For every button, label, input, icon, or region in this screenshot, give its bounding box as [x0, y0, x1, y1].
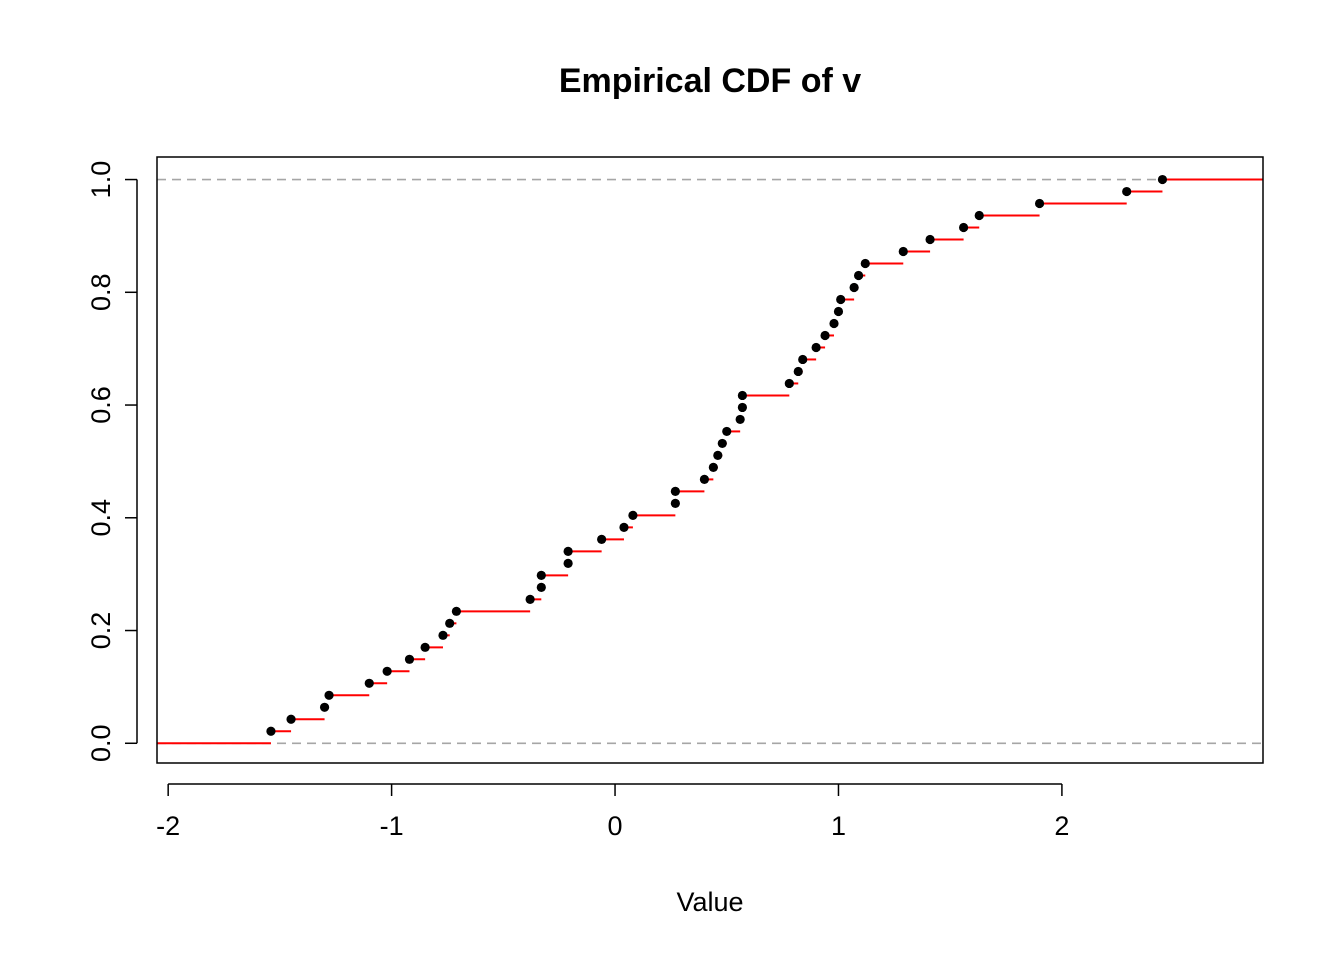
data-points — [266, 174, 1168, 736]
data-point — [784, 378, 794, 389]
data-point — [735, 414, 745, 425]
data-point — [898, 246, 908, 257]
data-point — [793, 366, 803, 377]
data-point — [925, 234, 935, 245]
data-point — [958, 222, 969, 233]
data-point — [833, 306, 844, 317]
data-point — [438, 630, 448, 640]
x-tick-label: 1 — [831, 811, 846, 841]
data-point — [670, 486, 680, 496]
x-tick-label: 2 — [1054, 811, 1069, 841]
x-tick-label: -2 — [156, 811, 180, 841]
data-point — [364, 678, 374, 688]
x-tick-label: -1 — [380, 811, 404, 841]
data-point — [1122, 186, 1132, 197]
reference-lines — [157, 178, 1263, 745]
data-point — [974, 210, 984, 221]
data-point — [628, 510, 638, 520]
data-point — [619, 522, 629, 532]
data-point — [737, 402, 747, 413]
data-point — [324, 690, 334, 700]
data-point — [536, 570, 546, 580]
data-point — [713, 450, 723, 461]
data-point — [1034, 198, 1045, 209]
y-axis: 0.0 0.2 0.4 0.6 0.8 1.0 — [86, 161, 138, 762]
data-point — [811, 342, 821, 353]
data-point — [853, 270, 864, 281]
data-point — [849, 282, 859, 293]
y-tick-label: 0.2 — [86, 612, 116, 650]
data-point — [860, 258, 870, 269]
data-point — [737, 390, 747, 401]
data-point — [382, 666, 392, 676]
data-point — [266, 726, 276, 736]
data-point — [597, 534, 607, 544]
data-point — [445, 618, 455, 628]
data-point — [451, 606, 462, 616]
y-tick-label: 0.6 — [86, 386, 116, 424]
data-point — [836, 294, 846, 305]
data-point — [798, 354, 808, 365]
data-point — [420, 642, 430, 652]
x-tick-label: 0 — [608, 811, 623, 841]
x-axis-label: Value — [676, 887, 743, 917]
data-point — [717, 438, 727, 449]
step-series — [157, 178, 1263, 745]
x-axis: -2 -1 0 1 2 — [156, 783, 1069, 841]
data-point — [563, 558, 573, 568]
y-tick-label: 0.0 — [86, 724, 116, 762]
data-point — [286, 714, 296, 724]
data-point — [670, 498, 680, 508]
y-tick-label: 0.4 — [86, 499, 116, 537]
data-point — [708, 462, 718, 473]
data-point — [1157, 174, 1168, 185]
data-point — [829, 318, 839, 329]
data-point — [536, 582, 546, 592]
data-point — [699, 474, 710, 485]
data-point — [319, 702, 330, 712]
data-point — [404, 654, 415, 664]
chart-title: Empirical CDF of v — [559, 62, 861, 100]
data-point — [563, 546, 573, 556]
data-point — [525, 594, 535, 604]
y-tick-label: 0.8 — [86, 274, 116, 312]
data-point — [820, 330, 830, 341]
plot-frame — [156, 156, 1264, 764]
y-tick-label: 1.0 — [86, 161, 116, 199]
data-point — [722, 426, 732, 437]
